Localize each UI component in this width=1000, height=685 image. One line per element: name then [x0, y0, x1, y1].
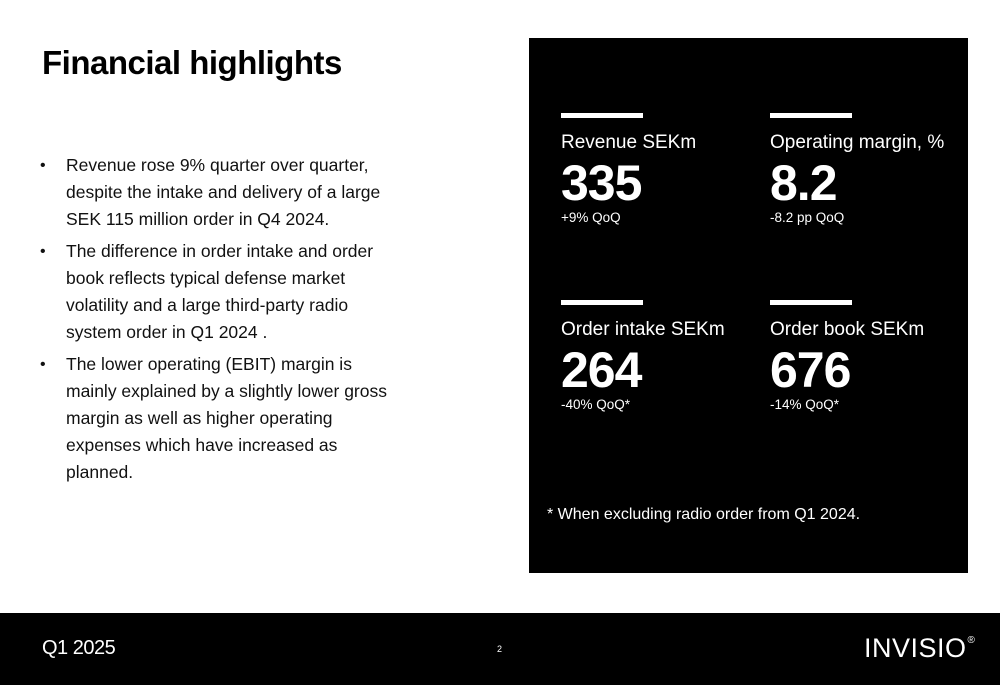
footnote: * When excluding radio order from Q1 202… — [547, 506, 861, 523]
kpi-label: Order intake SEKm — [561, 319, 725, 340]
registered-mark: ® — [967, 635, 976, 646]
kpi-label: Operating margin, % — [770, 132, 945, 153]
kpi-operating-margin: Operating margin, % 8.2 -8.2 pp QoQ — [770, 113, 970, 225]
page-number: 2 — [497, 644, 503, 654]
bullet-item: The lower operating (EBIT) margin is mai… — [40, 351, 390, 486]
kpi-value: 676 — [770, 342, 851, 398]
logo-text: INVISIO — [864, 633, 967, 663]
report-period: Q1 2025 — [42, 637, 116, 659]
bullet-item: Revenue rose 9% quarter over quarter, de… — [40, 152, 390, 233]
kpi-change: -8.2 pp QoQ — [770, 210, 845, 225]
kpi-revenue: Revenue SEKm 335 +9% QoQ — [561, 113, 761, 225]
kpi-value: 8.2 — [770, 155, 838, 211]
kpi-order-intake: Order intake SEKm 264 -40% QoQ* — [561, 300, 761, 412]
kpi-value: 264 — [561, 342, 642, 398]
bullet-item: The difference in order intake and order… — [40, 238, 390, 346]
kpi-divider — [561, 300, 643, 305]
page-title: Financial highlights — [42, 44, 342, 81]
kpi-divider — [770, 113, 852, 118]
footer-bar: Q1 2025 2 INVISIO® — [0, 613, 1000, 685]
kpi-label: Order book SEKm — [770, 319, 925, 340]
highlights-bullet-list: Revenue rose 9% quarter over quarter, de… — [40, 152, 390, 491]
kpi-label: Revenue SEKm — [561, 132, 697, 153]
kpi-divider — [770, 300, 852, 305]
kpi-value: 335 — [561, 155, 642, 211]
kpi-divider — [561, 113, 643, 118]
kpi-order-book: Order book SEKm 676 -14% QoQ* — [770, 300, 970, 412]
kpi-change: -14% QoQ* — [770, 397, 840, 412]
kpi-change: -40% QoQ* — [561, 397, 631, 412]
kpi-change: +9% QoQ — [561, 210, 621, 225]
kpi-panel: Revenue SEKm 335 +9% QoQ Operating margi… — [529, 38, 968, 573]
invisio-logo: INVISIO® — [864, 633, 975, 664]
